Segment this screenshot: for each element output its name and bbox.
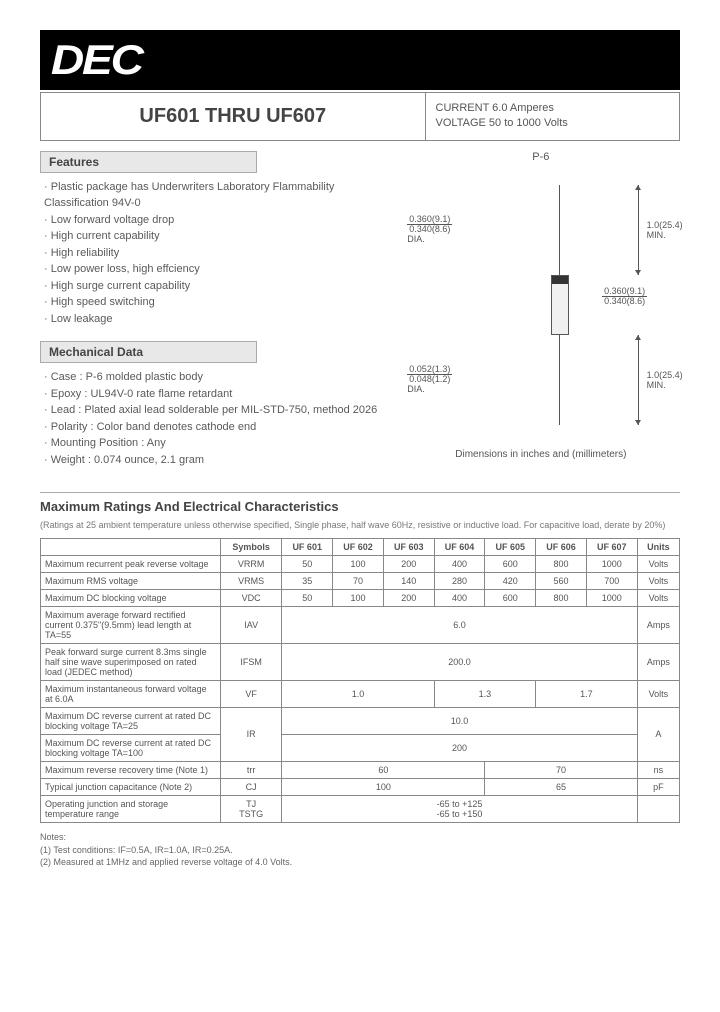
- dim-body-len: 0.360(9.1)0.340(8.6): [602, 287, 647, 306]
- col-part: UF 605: [485, 538, 536, 555]
- diagram-caption: Dimensions in inches and (millimeters): [402, 449, 680, 460]
- col-part: UF 601: [282, 538, 333, 555]
- mechanical-heading: Mechanical Data: [40, 341, 257, 363]
- table-row: Operating junction and storage temperatu…: [41, 795, 680, 822]
- col-part: UF 606: [536, 538, 587, 555]
- dim-arrow: [638, 335, 639, 425]
- note-item: (2) Measured at 1MHz and applied reverse…: [40, 856, 680, 869]
- col-units: Units: [637, 538, 679, 555]
- mechanical-list: Case : P-6 molded plastic body Epoxy : U…: [40, 369, 402, 468]
- notes-heading: Notes:: [40, 831, 680, 844]
- mechanical-item: Case : P-6 molded plastic body: [44, 369, 402, 386]
- dim-length-bot: 1.0(25.4)MIN.: [647, 370, 683, 390]
- note-item: (1) Test conditions: IF=0.5A, IR=1.0A, I…: [40, 844, 680, 857]
- col-part: UF 607: [586, 538, 637, 555]
- current-spec: CURRENT 6.0 Amperes: [436, 101, 669, 116]
- mechanical-item: Mounting Position : Any: [44, 435, 402, 452]
- ratings-heading: Maximum Ratings And Electrical Character…: [40, 499, 680, 514]
- feature-item: High surge current capability: [44, 278, 402, 295]
- package-label: P-6: [402, 151, 680, 163]
- table-row: Typical junction capacitance (Note 2)CJ1…: [41, 778, 680, 795]
- col-part: UF 604: [434, 538, 485, 555]
- feature-item: High reliability: [44, 245, 402, 262]
- voltage-spec: VOLTAGE 50 to 1000 Volts: [436, 116, 669, 131]
- table-row: Maximum instantaneous forward voltage at…: [41, 680, 680, 707]
- table-row: Maximum recurrent peak reverse voltageVR…: [41, 555, 680, 572]
- feature-item: Low leakage: [44, 311, 402, 328]
- table-row: Maximum reverse recovery time (Note 1)tr…: [41, 761, 680, 778]
- table-header-row: Symbols UF 601 UF 602 UF 603 UF 604 UF 6…: [41, 538, 680, 555]
- logo: DEC: [51, 36, 142, 84]
- mechanical-item: Lead : Plated axial lead solderable per …: [44, 402, 402, 419]
- dim-lead-dia: 0.052(1.3)0.048(1.2) DIA.: [407, 365, 452, 394]
- notes-section: Notes: (1) Test conditions: IF=0.5A, IR=…: [40, 831, 680, 869]
- mechanical-item: Weight : 0.074 ounce, 2.1 gram: [44, 452, 402, 469]
- table-row: Maximum RMS voltageVRMS35701402804205607…: [41, 572, 680, 589]
- package-diagram: P-6 1.0(25.4)MIN. 1.0(25.4)MIN. 0.360(9.…: [402, 151, 680, 483]
- feature-item: High current capability: [44, 228, 402, 245]
- feature-item: Low forward voltage drop: [44, 212, 402, 229]
- features-list: Plastic package has Underwriters Laborat…: [40, 179, 402, 328]
- dim-length-top: 1.0(25.4)MIN.: [647, 220, 683, 240]
- mechanical-item: Polarity : Color band denotes cathode en…: [44, 419, 402, 436]
- col-part: UF 603: [383, 538, 434, 555]
- diode-drawing: [555, 185, 565, 425]
- col-part: UF 602: [333, 538, 384, 555]
- feature-item: Low power loss, high effciency: [44, 261, 402, 278]
- title-specs: CURRENT 6.0 Amperes VOLTAGE 50 to 1000 V…: [425, 93, 679, 140]
- dim-arrow: [638, 185, 639, 275]
- feature-item: High speed switching: [44, 294, 402, 311]
- table-row: Maximum average forward rectified curren…: [41, 606, 680, 643]
- dim-body-dia: 0.360(9.1)0.340(8.6) DIA.: [407, 215, 452, 244]
- table-row: Maximum DC reverse current at rated DC b…: [41, 707, 680, 734]
- mechanical-item: Epoxy : UL94V-0 rate flame retardant: [44, 386, 402, 403]
- table-row: Maximum DC blocking voltageVDC5010020040…: [41, 589, 680, 606]
- feature-item: Plastic package has Underwriters Laborat…: [44, 179, 402, 212]
- header-bar: DEC: [40, 30, 680, 90]
- part-title: UF601 THRU UF607: [41, 93, 425, 140]
- table-row: Maximum DC reverse current at rated DC b…: [41, 734, 680, 761]
- features-heading: Features: [40, 151, 257, 173]
- ratings-table: Symbols UF 601 UF 602 UF 603 UF 604 UF 6…: [40, 538, 680, 823]
- ratings-note: (Ratings at 25 ambient temperature unles…: [40, 520, 680, 532]
- title-bar: UF601 THRU UF607 CURRENT 6.0 Amperes VOL…: [40, 92, 680, 141]
- col-symbols: Symbols: [221, 538, 282, 555]
- separator: [40, 492, 680, 493]
- table-row: Peak forward surge current 8.3ms single …: [41, 643, 680, 680]
- temp-cell: -65 to +125-65 to +150: [282, 795, 637, 822]
